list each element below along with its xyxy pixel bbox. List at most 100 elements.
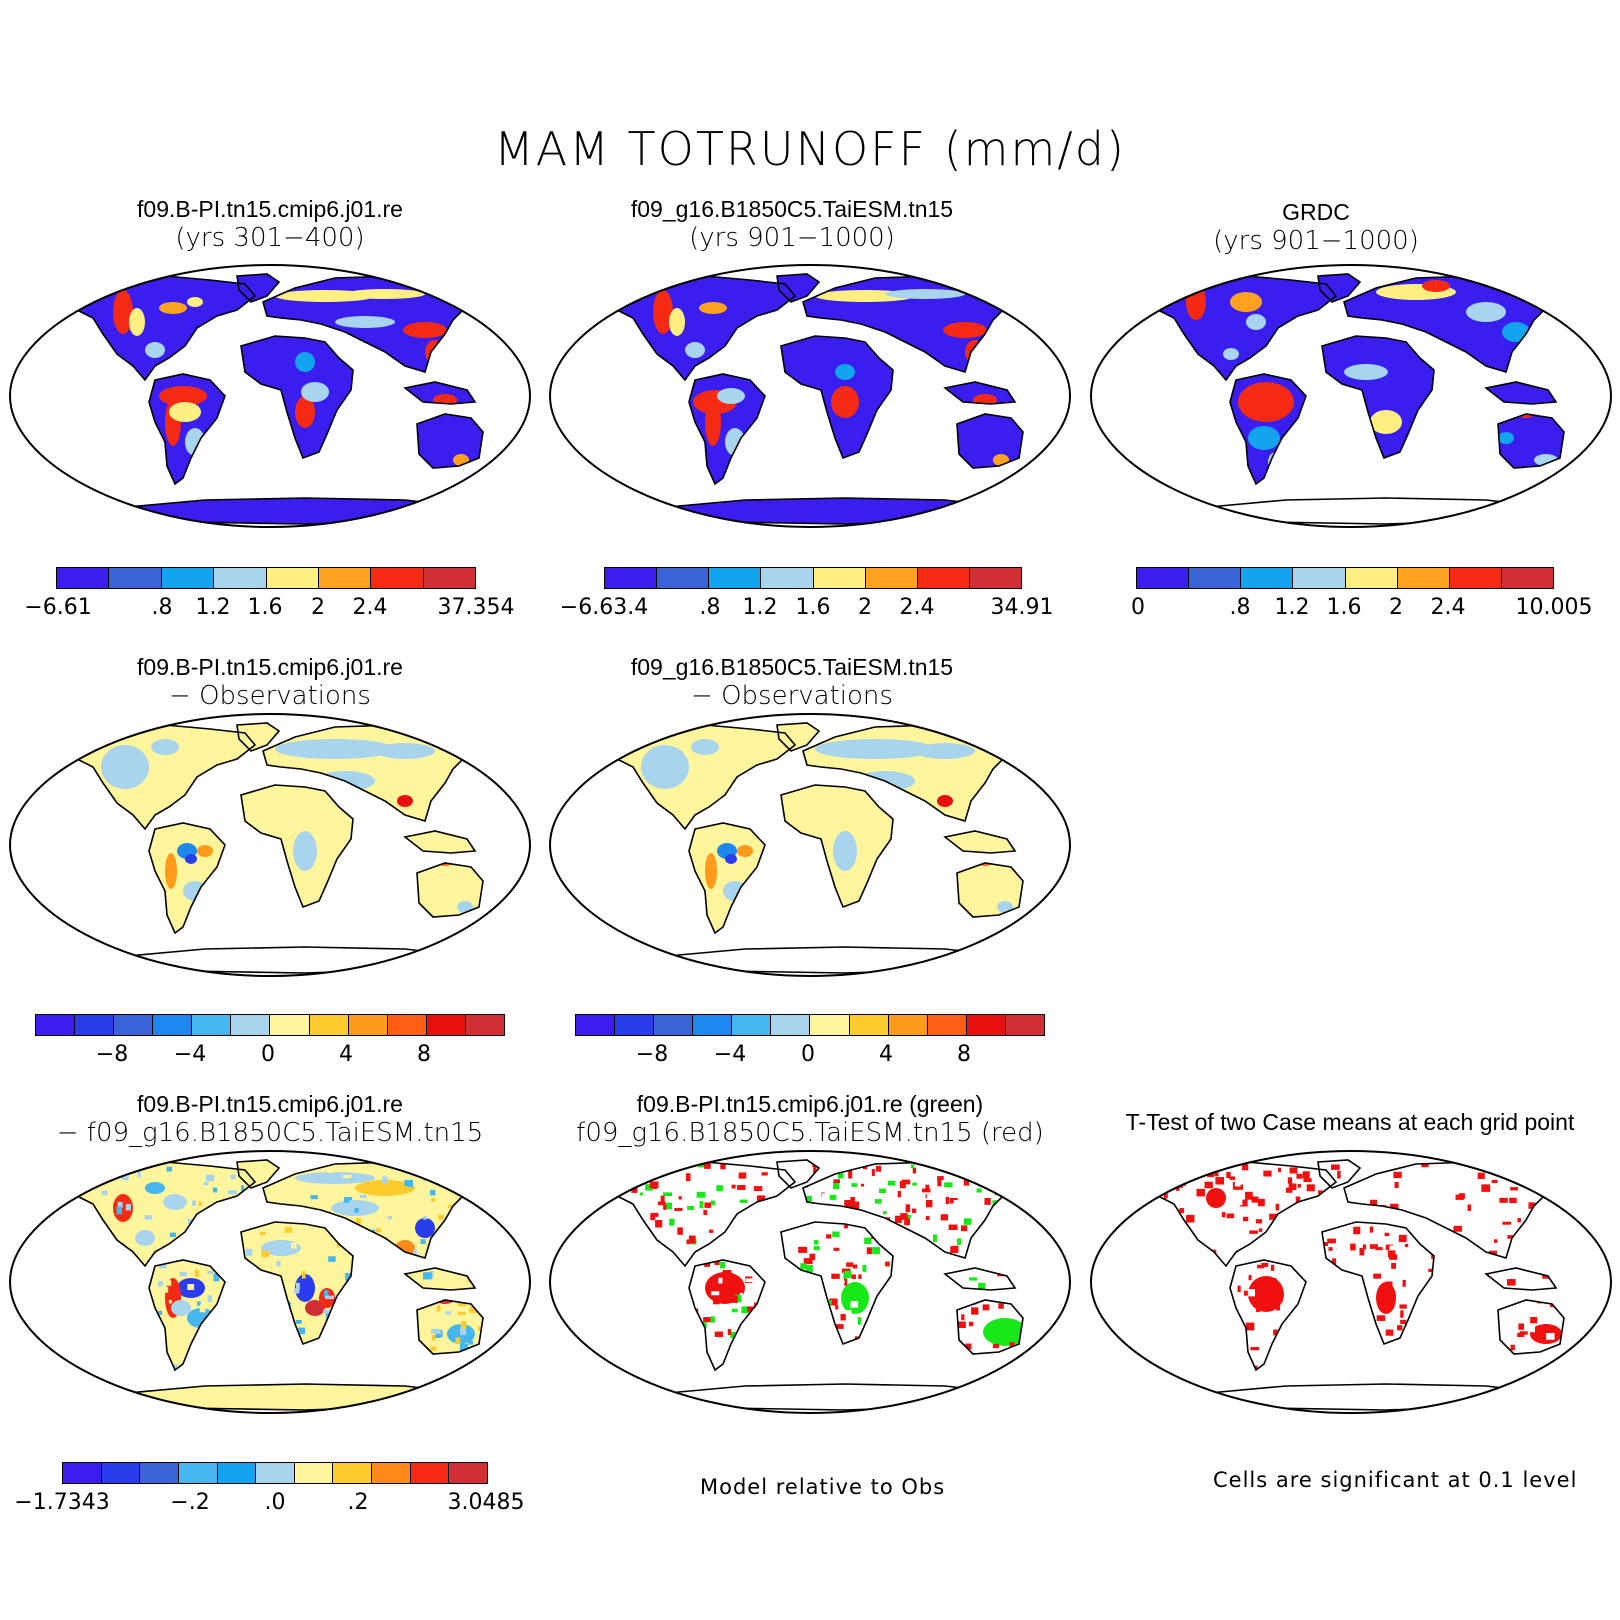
panel-6-title-subtitle: − f09_g16.B1850C5.TaiESM.tn15 <box>56 1118 484 1148</box>
panel-4-title: f09.B-PI.tn15.cmip6.j01.re − Observation… <box>30 653 510 711</box>
panel-8-title: T-Test of two Case means at each grid po… <box>1080 1108 1620 1136</box>
colorbar-4-swatch <box>270 1015 310 1035</box>
colorbar-5-swatch <box>849 1015 889 1035</box>
colorbar-5-swatch <box>615 1015 655 1035</box>
panel-2-title-case: f09_g16.B1850C5.TaiESM.tn15 <box>630 196 954 222</box>
colorbar-2-labels: −6.63.4 .8 1.2 1.6 2 2.4 34.91 <box>0 595 1100 621</box>
colorbar-1-label: .8 <box>151 595 173 620</box>
colorbar-1-label: −6.61 <box>24 595 92 620</box>
map-border <box>8 1149 532 1415</box>
continent-in <box>945 382 1015 404</box>
colorbar-2-label: 1.2 <box>742 595 778 620</box>
continent-in <box>405 831 475 853</box>
colorbar-5-swatch <box>888 1015 928 1035</box>
colorbar-2-label: 2.4 <box>899 595 935 620</box>
colorbar-3-label: 2 <box>1389 595 1403 620</box>
map-border <box>548 263 1072 529</box>
colorbar-3-label: 2.4 <box>1430 595 1466 620</box>
colorbar-3-label: 0 <box>1131 595 1145 620</box>
continent-in <box>405 1268 475 1290</box>
colorbar-3 <box>1136 567 1554 589</box>
colorbar-4-swatch <box>114 1015 154 1035</box>
colorbar-5-swatch <box>1005 1015 1044 1035</box>
colorbar-5-swatch <box>693 1015 733 1035</box>
colorbar-4-label: 8 <box>417 1042 431 1067</box>
panel-7-title-case: f09.B-PI.tn15.cmip6.j01.re (green) <box>636 1091 984 1117</box>
colorbar-1-swatch <box>161 568 215 588</box>
continent-in <box>405 382 475 404</box>
panel-1-title-years: (yrs 301−400) <box>175 223 365 253</box>
panel-1-title-case: f09.B-PI.tn15.cmip6.j01.re <box>137 196 403 222</box>
colorbar-2-label: 1.6 <box>795 595 831 620</box>
colorbar-2-swatch <box>865 568 918 588</box>
colorbar-3-swatch <box>1137 568 1190 588</box>
colorbar-6-labels: −1.7343 −.2 .0 .2 3.0485 <box>0 1490 540 1516</box>
panel-8-title-text: T-Test of two Case means at each grid po… <box>1125 1109 1575 1135</box>
colorbar-6-swatch <box>333 1463 373 1483</box>
colorbar-3-label: .8 <box>1229 595 1251 620</box>
colorbar-6-label: −.2 <box>170 1490 210 1515</box>
panel-2-title: f09_g16.B1850C5.TaiESM.tn15 (yrs 901−100… <box>552 195 1032 253</box>
continent-in <box>945 831 1015 853</box>
panel-6-title: f09.B-PI.tn15.cmip6.j01.re − f09_g16.B18… <box>0 1090 540 1148</box>
colorbar-2 <box>604 567 1022 589</box>
panel-5-title-subtitle: − Observations <box>691 681 893 711</box>
colorbar-3-labels: 0 .8 1.2 1.6 2 2.4 10.005 <box>0 595 1620 621</box>
continent-na <box>607 276 795 380</box>
map-border <box>1089 1149 1613 1415</box>
field-layer <box>641 739 1013 913</box>
colorbar-6-swatch <box>256 1463 295 1483</box>
colorbar-5-swatch <box>732 1015 772 1035</box>
colorbar-1-swatch <box>109 568 162 588</box>
colorbar-3-swatch <box>1345 568 1398 588</box>
colorbar-3-label: 1.6 <box>1326 595 1362 620</box>
colorbar-1-swatch <box>266 568 319 588</box>
continent-gl <box>777 723 819 751</box>
colorbar-6-label: .0 <box>264 1490 286 1515</box>
map-border <box>8 712 532 978</box>
colorbar-6 <box>62 1462 488 1484</box>
coastline-layer <box>605 1159 1024 1411</box>
colorbar-5-label: −8 <box>635 1042 669 1067</box>
colorbar-3-swatch <box>1501 568 1553 588</box>
colorbar-4-swatch <box>231 1015 271 1035</box>
colorbar-5-swatch <box>771 1015 811 1035</box>
colorbar-5-swatch <box>966 1015 1006 1035</box>
colorbar-2-swatch <box>709 568 762 588</box>
panel-1-title: f09.B-PI.tn15.cmip6.j01.re (yrs 301−400) <box>30 195 510 253</box>
continent-af <box>1322 1222 1434 1344</box>
colorbar-6-label: 3.0485 <box>447 1490 525 1515</box>
panel-5-title-case: f09_g16.B1850C5.TaiESM.tn15 <box>630 654 954 680</box>
continent-na <box>67 276 255 380</box>
colorbar-2-label: 2 <box>858 595 872 620</box>
colorbar-3-label: 1.2 <box>1274 595 1310 620</box>
colorbar-4-labels: −8 −4 0 4 8 <box>0 1042 540 1068</box>
map-border <box>548 712 1072 978</box>
colorbar-4-label: 4 <box>339 1042 353 1067</box>
colorbar-6-swatch <box>63 1463 102 1483</box>
colorbar-1-swatch <box>318 568 372 588</box>
colorbar-1-label: 2 <box>311 595 325 620</box>
panel-3-title-years: (yrs 901−1000) <box>1213 226 1419 256</box>
colorbar-1-label: 1.2 <box>195 595 231 620</box>
colorbar-1-label: 2.4 <box>352 595 388 620</box>
colorbar-2-swatch <box>917 568 970 588</box>
colorbar-5-swatch <box>927 1015 967 1035</box>
map-panel-6 <box>8 1149 532 1415</box>
map-panel-8 <box>1089 1149 1613 1415</box>
continent-au <box>957 414 1023 468</box>
map-panel-3 <box>1089 263 1613 529</box>
colorbar-5 <box>575 1014 1045 1036</box>
colorbar-2-swatch <box>605 568 658 588</box>
continent-au <box>417 414 483 468</box>
panel-7-title: f09.B-PI.tn15.cmip6.j01.re (green) f09_g… <box>540 1090 1080 1148</box>
colorbar-2-label: .8 <box>699 595 721 620</box>
colorbar-6-label: −1.7343 <box>14 1490 110 1515</box>
colorbar-4-swatch <box>426 1015 466 1035</box>
colorbar-6-swatch <box>372 1463 411 1483</box>
colorbar-5-swatch <box>810 1015 850 1035</box>
colorbar-1-labels: −6.61 .8 1.2 1.6 2 2.4 37.354 <box>0 595 540 621</box>
panel-4-title-subtitle: − Observations <box>169 681 371 711</box>
colorbar-3-swatch <box>1293 568 1346 588</box>
map-border <box>548 1149 1072 1415</box>
